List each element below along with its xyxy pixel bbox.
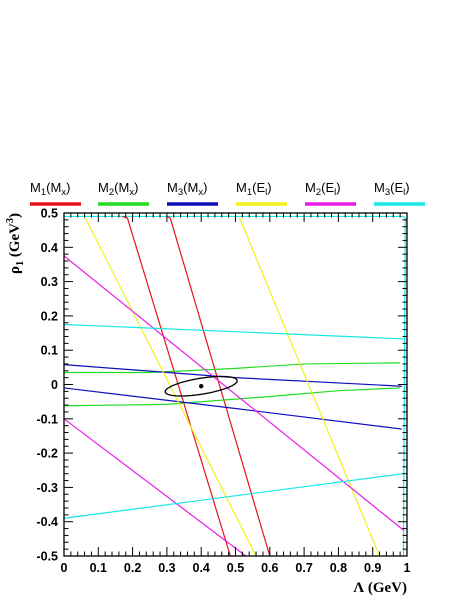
y-tick-label: -0.2 [36,447,58,461]
legend-label: M2(El) [305,180,341,198]
y-tick-label: -0.4 [36,515,58,529]
plot-frame [63,212,408,557]
y-tick-label: 0.2 [41,309,58,323]
x-tick-label: 0.5 [227,561,244,575]
y-tick-label: -0.1 [36,412,58,426]
legend: M1(Mx) M2(Mx) M3(Mx) M1(El) M2(El) M3(El) [30,180,425,206]
series-line [64,387,402,430]
y-tick-label: -0.5 [36,550,58,564]
legend-label: M3(Mx) [167,180,207,198]
x-tick-label: 0.2 [124,561,141,575]
legend-entry: M1(El) [236,180,287,206]
axis-ticks: 0 0.1 0.2 0.3 0.4 0.5 0.6 0.7 0.8 0.9 1 0.5 0.4 0.3 0.… [36,207,410,576]
y-tick-label: 0.5 [41,207,58,221]
series-line [64,387,401,407]
y-tick-label: -0.3 [36,481,58,495]
series-line [122,215,231,556]
legend-entry: M3(Mx) [167,180,218,206]
y-tick-label: 0.1 [41,344,58,358]
x-tick-label: 0.9 [364,561,381,575]
legend-entry: M2(Mx) [98,180,149,206]
x-tick-label: 1 [404,561,411,575]
plot-border [63,212,408,557]
y-axis-title: ρ1 (GeV3) [5,213,26,274]
confidence-ellipse [164,375,238,397]
series-line [64,362,401,374]
series-line [238,216,381,556]
x-tick-label: 0.3 [158,561,175,575]
x-axis-title: Λ (GeV) [353,580,407,596]
legend-label: M3(El) [374,180,410,198]
boundary-line [64,215,406,556]
legend-entry: M3(El) [374,180,425,206]
x-tick-label: 0.7 [295,561,312,575]
legend-label: M2(Mx) [98,180,138,198]
series-line [166,215,271,556]
legend-entry: M1(Mx) [30,180,81,206]
y-tick-label: 0.4 [41,241,58,255]
y-tick-label: 0 [51,378,58,392]
series-line [64,364,402,387]
axis-labels: Λ (GeV) ρ1 (GeV3) [5,213,407,596]
x-tick-label: 0.1 [90,561,107,575]
x-tick-label: 0.6 [261,561,278,575]
legend-label: M1(Mx) [30,180,70,198]
series-line [64,418,247,556]
x-tick-label: 0.4 [193,561,210,575]
legend-entry: M2(El) [305,180,356,206]
x-tick-label: 0 [61,561,68,575]
series-line [64,473,404,519]
series-layer [64,215,406,556]
central-value-point [199,384,204,389]
series-line [64,323,404,340]
series-line [64,255,404,531]
x-tick-label: 0.8 [330,561,347,575]
series-group [64,215,406,556]
legend-label: M1(El) [236,180,272,198]
y-tick-label: 0.3 [41,275,58,289]
